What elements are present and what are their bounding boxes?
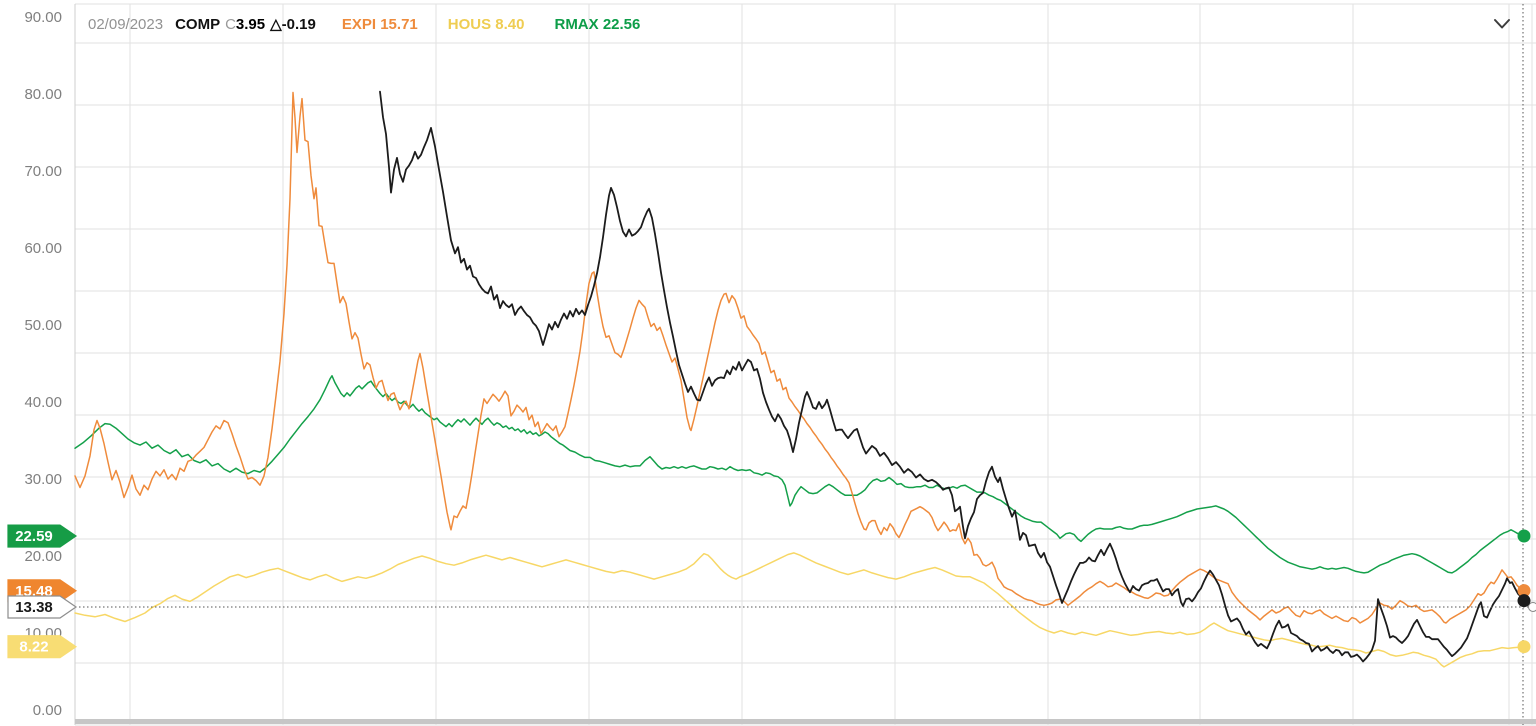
y-axis-tick-label: 60.00 — [24, 240, 62, 257]
hous-value: 8.40 — [495, 15, 525, 33]
crosshair-date-label: 02/09/2023 — [88, 15, 164, 33]
y-axis-labels: 90.00 80.00 70.00 60.00 50.00 40.00 30.00 20.00… — [24, 9, 62, 719]
series-line-expi — [74, 91, 1525, 624]
legend-item-rmax[interactable]: RMAX 22.56 — [554, 16, 640, 33]
legend-item-expi[interactable]: EXPI 15.71 — [342, 16, 418, 33]
last-price-dots — [1517, 529, 1531, 654]
series-line-rmax — [74, 375, 1525, 574]
y-axis-tick-label: 80.00 — [24, 86, 62, 103]
price-tag-22-59: 22.59 — [7, 524, 78, 548]
legend-item-comp[interactable]: COMP C3.95 △-0.19 — [175, 15, 316, 34]
crosshair-edge-marker — [1528, 601, 1536, 612]
comp-ticker-label: COMP — [175, 15, 221, 33]
y-axis-tick-label: 50.00 — [24, 317, 62, 334]
grid-lines — [74, 3, 1536, 726]
comp-delta-value: △-0.19 — [270, 16, 316, 33]
chart-legend: 02/09/2023 COMP C3.95 △-0.19 EXPI 15.71 … — [88, 13, 670, 35]
y-axis-tick-label: 20.00 — [24, 548, 62, 565]
y-axis-tick-label: 70.00 — [24, 163, 62, 180]
horizontal-scrollbar[interactable] — [75, 719, 1536, 724]
expi-value: 15.71 — [380, 15, 418, 33]
price-tag-13-38: 13.38 — [7, 595, 78, 619]
price-tag-shape — [7, 595, 78, 619]
comp-close-value: C3.95 — [225, 15, 266, 33]
y-axis-tick-label: 90.00 — [24, 9, 62, 26]
last-price-dot-comp — [1517, 594, 1531, 608]
y-axis-tick-label: 0.00 — [33, 702, 62, 719]
last-price-dot-hous — [1517, 640, 1531, 654]
price-tag-shape — [7, 635, 78, 659]
y-axis-tick-label: 40.00 — [24, 394, 62, 411]
price-tag-value: 8.22 — [19, 639, 48, 656]
price-tag-shape — [7, 524, 78, 548]
last-price-dot-expi — [1517, 584, 1531, 598]
series-line-hous — [74, 552, 1525, 668]
y-axis-tick-label: 30.00 — [24, 471, 62, 488]
hous-ticker-label: HOUS — [447, 15, 492, 33]
rmax-value: 22.56 — [602, 15, 641, 33]
price-tag-value: 22.59 — [15, 528, 53, 545]
rmax-ticker-label: RMAX — [554, 15, 599, 33]
series-line-comp — [379, 90, 1525, 663]
price-series — [74, 90, 1525, 668]
expi-ticker-label: EXPI — [341, 15, 377, 33]
price-tag-8-22: 8.22 — [7, 635, 78, 659]
last-price-dot-rmax — [1517, 529, 1531, 543]
chevron-down-icon[interactable] — [1494, 19, 1510, 29]
price-tag-value: 13.38 — [15, 599, 53, 616]
legend-item-hous[interactable]: HOUS 8.40 — [448, 16, 525, 33]
